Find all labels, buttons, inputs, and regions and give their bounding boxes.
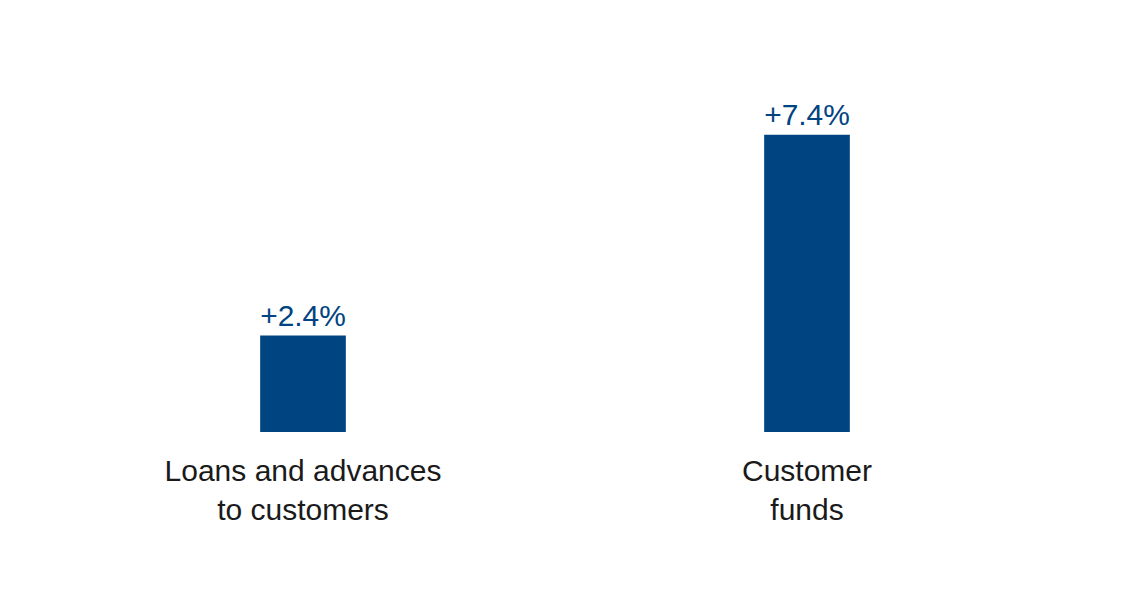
svg-text:+2.4%: +2.4% — [260, 299, 346, 332]
svg-text:Customerfunds: Customerfunds — [742, 454, 872, 526]
svg-text:+7.4%: +7.4% — [764, 98, 850, 131]
svg-text:Loans and advancesto customers: Loans and advancesto customers — [165, 454, 442, 526]
